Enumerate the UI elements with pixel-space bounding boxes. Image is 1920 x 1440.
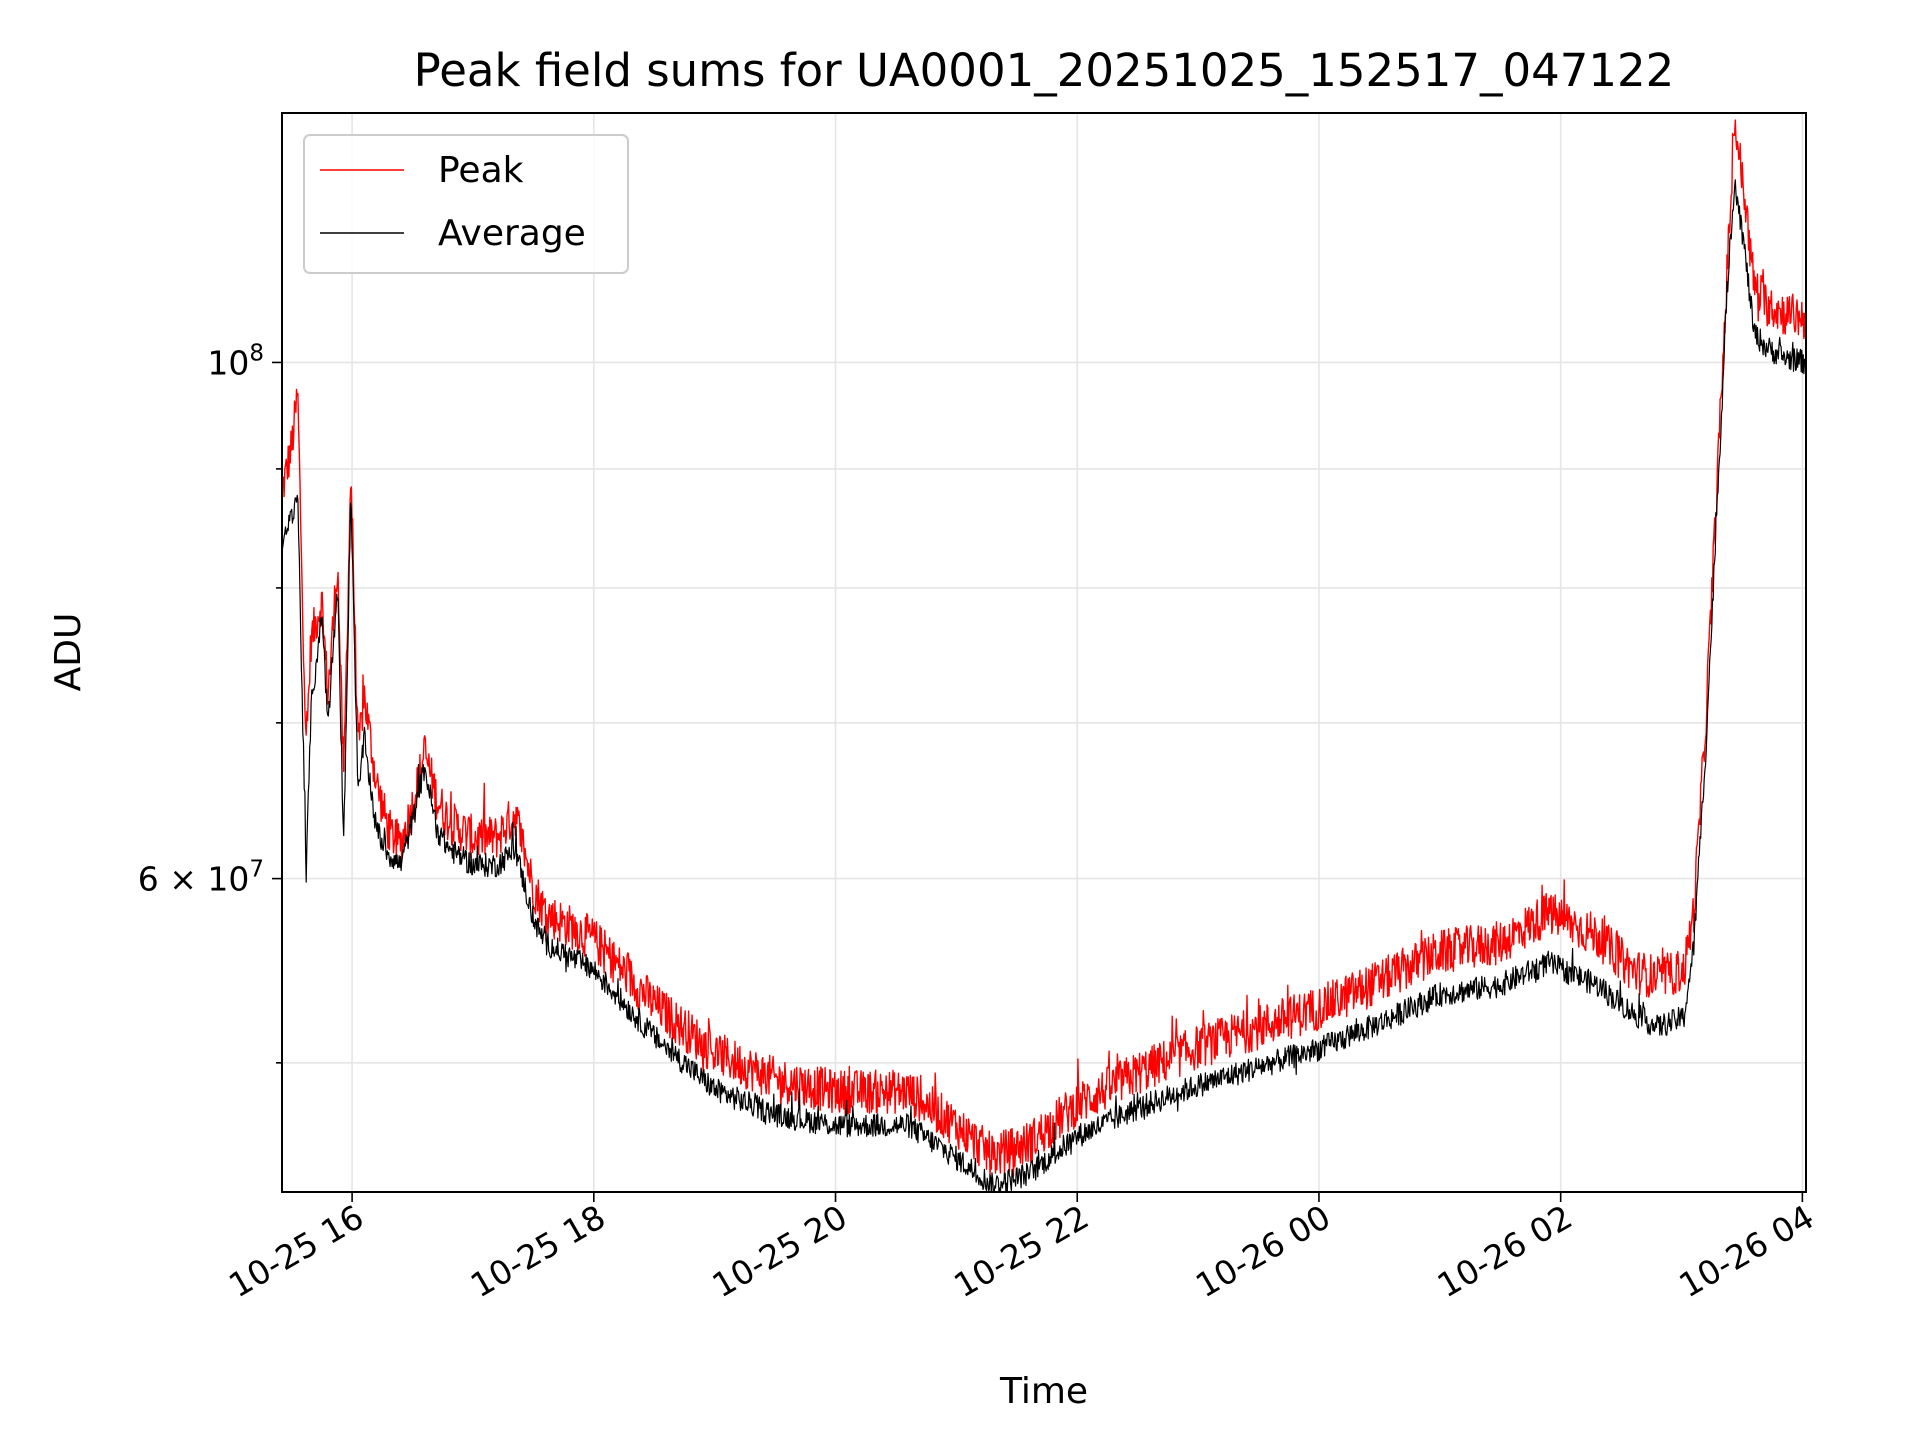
- plot-area: [282, 113, 1806, 1192]
- y-tick-label: 108: [207, 340, 264, 382]
- series-line-average: [282, 179, 1806, 1192]
- legend: Peak Average: [303, 134, 629, 274]
- series-line-peak: [282, 119, 1806, 1177]
- y-axis-label: ADU: [48, 613, 89, 692]
- series-layer: [282, 119, 1806, 1192]
- chart-title: Peak field sums for UA0001_20251025_1525…: [414, 44, 1675, 97]
- grid: [282, 113, 1806, 1192]
- axes-frame: [281, 112, 1807, 1193]
- legend-label-average: Average: [438, 213, 586, 254]
- y-axis: 108 6 × 107: [138, 340, 282, 1064]
- y-tick-label: 6 × 107: [138, 857, 264, 899]
- x-axis-label: Time: [999, 1371, 1088, 1412]
- legend-label-peak: Peak: [438, 150, 524, 191]
